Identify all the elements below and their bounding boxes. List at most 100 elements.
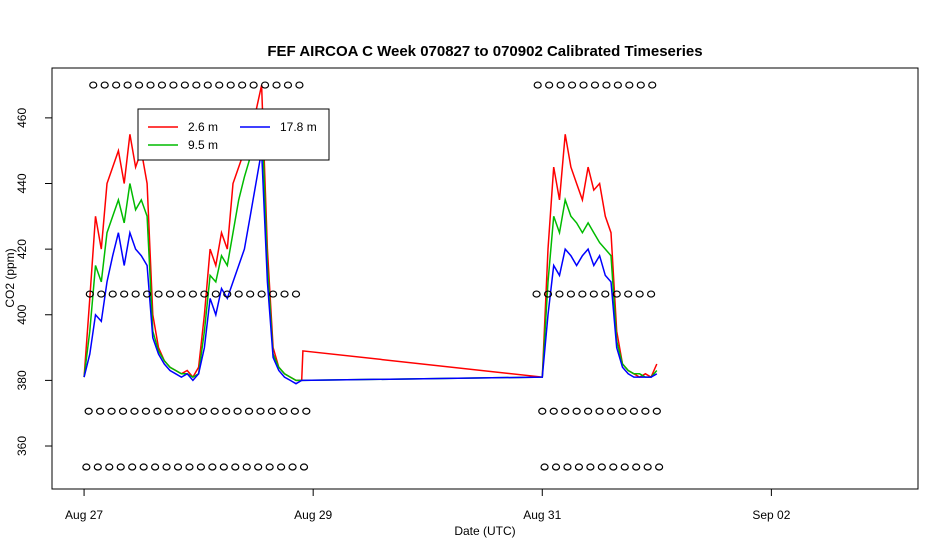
calibration-marker [280, 290, 289, 298]
y-tick-label: 460 [15, 108, 29, 128]
calibration-marker [295, 81, 304, 89]
calibration-marker [141, 407, 151, 415]
chart-title: FEF AIRCOA C Week 070827 to 070902 Calib… [267, 43, 702, 60]
calibration-marker [219, 463, 228, 471]
calibration-marker [578, 290, 587, 298]
calibration-marker [108, 290, 117, 298]
calibration-marker [84, 407, 93, 415]
calibration-marker [118, 407, 128, 415]
calibration-marker [173, 463, 183, 471]
calibration-marker [249, 81, 258, 89]
calibration-marker [210, 407, 219, 415]
calibration-marker [203, 81, 212, 89]
legend-label: 2.6 m [188, 120, 218, 134]
calibration-marker [165, 290, 175, 298]
calibration-marker [613, 81, 622, 89]
calibration-marker [131, 290, 140, 298]
calibration-marker [134, 81, 144, 89]
calibration-marker [555, 290, 564, 298]
x-axis-label: Date (UTC) [454, 524, 515, 538]
calibration-marker [624, 290, 633, 298]
calibration-marker [277, 463, 286, 471]
calibration-marker [595, 407, 604, 415]
calibration-marker [302, 407, 311, 415]
calibration-marker [602, 81, 611, 89]
calibration-marker [82, 463, 91, 471]
calibration-marker [646, 290, 656, 298]
calibration-marker [169, 81, 178, 89]
calibration-marker [176, 407, 185, 415]
calibration-marker [223, 290, 232, 298]
calibration-marker [222, 407, 231, 415]
y-tick-label: 420 [15, 239, 29, 259]
calibration-marker [154, 290, 163, 298]
calibration-marker [123, 81, 132, 89]
calibration-marker [629, 407, 639, 415]
calibration-marker [150, 463, 160, 471]
calibration-marker [643, 463, 652, 471]
calibration-marker [100, 81, 109, 89]
calibration-marker [288, 463, 297, 471]
calibration-marker [112, 81, 121, 89]
calibration-marker [267, 407, 277, 415]
calibration-marker [567, 81, 577, 89]
calibration-marker [572, 407, 581, 415]
calibration-marker [105, 463, 114, 471]
legend: 2.6 m 9.5 m 17.8 m [137, 108, 330, 161]
calibration-marker [260, 81, 270, 89]
x-tick-label: Aug 31 [523, 508, 561, 522]
calibration-marker [625, 81, 634, 89]
calibration-marker [556, 81, 565, 89]
calibration-marker [601, 290, 610, 298]
calibration-marker [618, 407, 627, 415]
calibration-marker [234, 290, 243, 298]
calibration-marker [180, 81, 189, 89]
calibration-marker [563, 463, 572, 471]
calibration-marker [641, 407, 650, 415]
calibration-marker [265, 463, 274, 471]
calibration-marker [609, 463, 618, 471]
calibration-marker [606, 407, 616, 415]
calibration-marker [566, 290, 576, 298]
x-tick-label: Sep 02 [752, 508, 790, 522]
calibration-marker [128, 463, 137, 471]
calibration-marker [199, 407, 208, 415]
plot-frame [51, 67, 919, 490]
calibration-marker [279, 407, 288, 415]
calibration-marker [612, 290, 621, 298]
y-tick-label: 380 [15, 370, 29, 390]
x-tick-label: Aug 27 [65, 508, 103, 522]
legend-label: 17.8 m [280, 120, 317, 134]
calibration-marker [538, 407, 547, 415]
calibration-marker [590, 81, 600, 89]
calibration-marker [96, 407, 105, 415]
calibration-marker [130, 407, 139, 415]
calibration-marker [574, 463, 584, 471]
calibration-marker [246, 290, 255, 298]
calibration-marker [648, 81, 657, 89]
calibration-marker [116, 463, 125, 471]
calibration-marker [299, 463, 309, 471]
calibration-marker [583, 407, 593, 415]
calibration-marker [652, 407, 661, 415]
calibration-marker [188, 290, 197, 298]
calibration-marker [185, 463, 194, 471]
y-axis-label: CO2 (ppm) [3, 248, 17, 307]
calibration-marker [142, 290, 152, 298]
calibration-marker [655, 463, 664, 471]
calibration-marker [231, 463, 240, 471]
calibration-marker [97, 290, 106, 298]
calibration-marker [268, 290, 278, 298]
calibration-marker [272, 81, 281, 89]
calibration-marker [215, 81, 224, 89]
calibration-marker [162, 463, 171, 471]
legend-label: 9.5 m [188, 138, 218, 152]
calibration-marker [597, 463, 606, 471]
calibration-marker [256, 407, 265, 415]
calibration-marker [636, 81, 645, 89]
calibration-marker [233, 407, 242, 415]
calibration-marker [85, 290, 94, 298]
calibration-marker [543, 290, 553, 298]
calibration-marker [187, 407, 196, 415]
